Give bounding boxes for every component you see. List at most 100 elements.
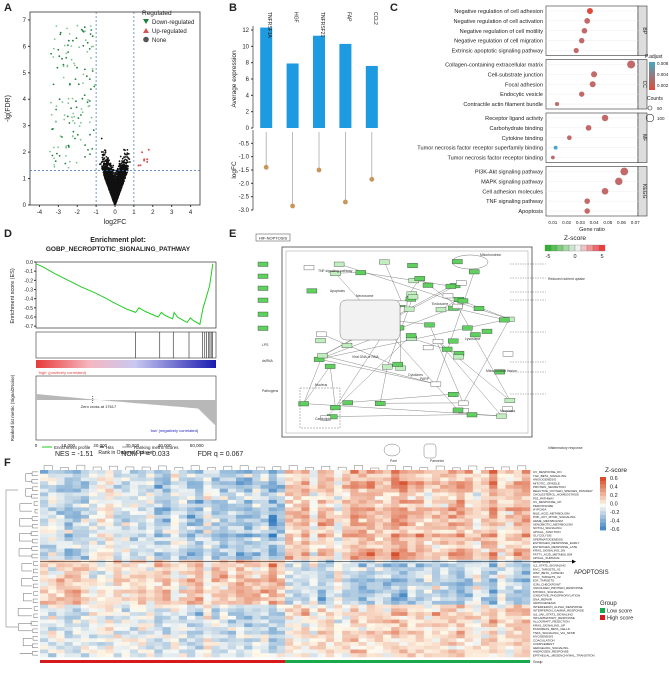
heatmap-cell xyxy=(203,496,212,501)
heatmap-cell xyxy=(407,552,416,557)
volcano-point xyxy=(59,31,62,34)
heatmap-cell xyxy=(105,484,114,489)
heatmap-cell xyxy=(383,470,392,475)
heatmap-cell xyxy=(423,570,433,576)
heatmap-cell xyxy=(154,541,163,546)
volcano-point xyxy=(76,66,78,69)
logfc-y-tick-label: -2.5 xyxy=(239,195,250,201)
heatmap-cell xyxy=(521,507,531,512)
heatmap-cell xyxy=(366,518,376,523)
heatmap-cell xyxy=(154,567,163,572)
heatmap-cell xyxy=(456,541,465,546)
heatmap-cell xyxy=(105,481,114,486)
volcano-point xyxy=(108,186,111,189)
heatmap-cell xyxy=(236,522,245,527)
heatmap-cell xyxy=(309,544,318,549)
heatmap-cell xyxy=(56,514,65,519)
heatmap-cell xyxy=(195,496,204,501)
heatmap-cell xyxy=(309,484,318,489)
gene-node xyxy=(502,351,514,357)
heatmap-cell xyxy=(162,503,171,508)
gene-node xyxy=(422,282,434,288)
heatmap-cell xyxy=(154,552,163,557)
heatmap-cell xyxy=(154,507,163,512)
heatmap-cell xyxy=(154,511,163,516)
heatmap-cell xyxy=(80,541,90,546)
volcano-point xyxy=(78,125,81,127)
zscore-swatch xyxy=(592,244,600,252)
term-label: TNF signaling pathway xyxy=(486,199,543,205)
heatmap-cell xyxy=(187,484,196,489)
heatmap-cell xyxy=(342,567,351,572)
bar-y-tick-label: 6 xyxy=(246,77,250,83)
heatmap-cell xyxy=(489,526,498,531)
term-dot xyxy=(627,60,636,69)
volcano-point xyxy=(67,39,70,42)
heatmap-cell xyxy=(219,518,229,523)
heatmap-cell xyxy=(317,563,327,568)
heatmap-cell xyxy=(301,541,310,546)
heatmap-cell xyxy=(260,496,269,501)
pathway-label: dsRNA xyxy=(262,359,273,363)
rank-tick-label: 50,000 xyxy=(190,443,204,448)
heatmap-cell xyxy=(236,492,245,497)
heatmap-cell xyxy=(178,563,188,568)
heatmap-cell xyxy=(227,522,237,527)
heatmap-cell xyxy=(97,507,106,512)
y-tick-label: 5 xyxy=(23,71,27,77)
bar-y-tick-label: 10 xyxy=(242,44,249,50)
heatmap-cell xyxy=(129,567,139,572)
volcano-point xyxy=(115,198,117,200)
heatmap-cell xyxy=(415,526,425,531)
heatmap-cell xyxy=(113,470,122,475)
heatmap-cell xyxy=(448,529,457,534)
heatmap-cell xyxy=(489,574,498,579)
heatmap-cell xyxy=(301,574,310,579)
heatmap-cell xyxy=(391,544,400,549)
heatmap-cell xyxy=(423,503,433,508)
heatmap-cell xyxy=(366,473,376,478)
heatmap-cell xyxy=(334,529,343,534)
heatmap-cell xyxy=(56,563,65,568)
heatmap-cell xyxy=(472,548,482,553)
volcano-point xyxy=(141,151,144,154)
heatmap-cell xyxy=(211,544,220,549)
heatmap-cell xyxy=(268,563,278,568)
heatmap-cell xyxy=(219,548,229,553)
heatmap-cell xyxy=(195,574,204,579)
volcano-point xyxy=(67,51,70,53)
heatmap-cell xyxy=(358,526,367,531)
heatmap-cell xyxy=(350,537,359,542)
heatmap-cell xyxy=(423,481,433,486)
heatmap-cell xyxy=(121,492,131,497)
heatmap-cell xyxy=(80,563,90,568)
heatmap-cell xyxy=(285,511,294,516)
heatmap-cell xyxy=(236,556,245,561)
heatmap-cell xyxy=(89,481,98,486)
heatmap-cell xyxy=(105,514,114,519)
heatmap-cell xyxy=(309,522,318,527)
heatmap-cell xyxy=(276,473,286,478)
heatmap-cell xyxy=(481,484,490,489)
heatmap-cell xyxy=(358,473,367,478)
heatmap-cell xyxy=(121,507,131,512)
heatmap-cell xyxy=(162,529,171,534)
heatmap-cell xyxy=(40,514,49,519)
volcano-point xyxy=(103,170,106,173)
term-dot xyxy=(585,124,592,131)
heatmap-cell xyxy=(211,567,220,572)
heatmap-cell xyxy=(342,496,351,501)
heatmap-cell xyxy=(399,533,408,538)
volcano-point xyxy=(71,116,73,119)
term-dot xyxy=(601,114,609,122)
gene-node xyxy=(306,288,318,294)
heatmap-cell xyxy=(260,492,269,497)
heatmap-cell xyxy=(64,496,73,501)
heatmap-cell xyxy=(203,563,212,568)
heatmap-cell xyxy=(48,578,57,583)
heatmap-cell xyxy=(513,537,523,542)
heatmap-cell xyxy=(97,496,106,501)
heatmap-cell xyxy=(146,544,155,549)
heatmap-cell xyxy=(293,473,302,478)
heatmap-cell xyxy=(187,481,196,486)
